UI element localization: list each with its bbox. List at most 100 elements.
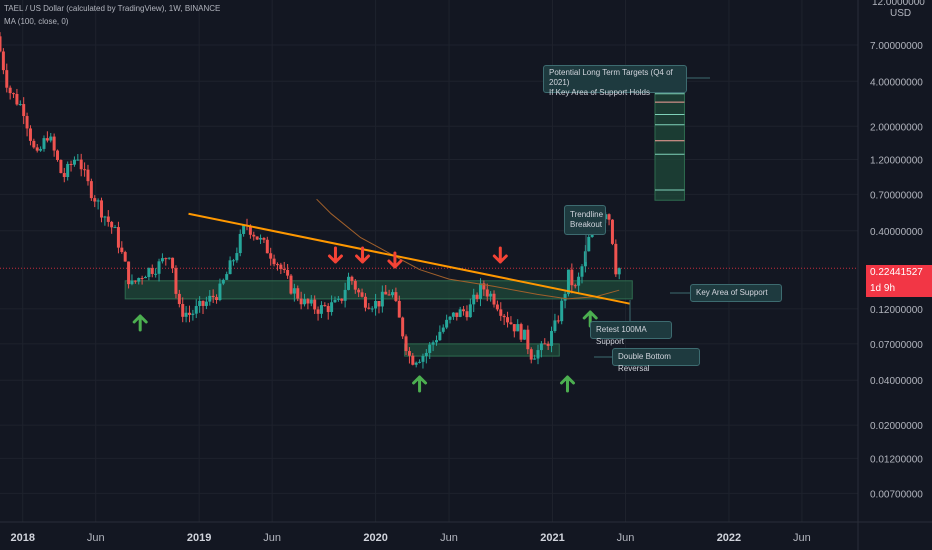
candle-body <box>526 329 530 350</box>
candle-body <box>96 200 100 202</box>
candle-body <box>465 311 469 318</box>
candle-body <box>343 289 347 301</box>
candle-body <box>577 276 581 286</box>
candle-body <box>228 260 232 275</box>
x-tick-label: 2018 <box>10 532 34 544</box>
candle-body <box>587 236 591 252</box>
candle-body <box>424 352 428 357</box>
candle-body <box>160 258 164 262</box>
candle-body <box>191 313 195 315</box>
candle-body <box>147 268 151 277</box>
candle-body <box>137 278 141 282</box>
candle-body <box>478 283 482 299</box>
currency-label: USD <box>890 8 912 19</box>
candle-body <box>411 355 415 365</box>
candle-body <box>607 214 611 220</box>
candle-body <box>397 300 401 318</box>
double-bottom-callout[interactable]: Double Bottom Reversal <box>612 348 700 373</box>
candle-body <box>211 295 215 298</box>
x-tick-label: 2020 <box>363 532 387 544</box>
candle-body <box>123 252 127 262</box>
candle-body <box>306 299 310 304</box>
candle-body <box>485 289 489 297</box>
candle-body <box>56 150 60 161</box>
countdown-tag: 1d 9h <box>866 281 932 297</box>
candle-body <box>451 312 455 317</box>
candle-body <box>614 243 618 275</box>
y-tick-label: 0.12000000 <box>870 305 923 316</box>
retest-callout[interactable]: Retest 100MA Support <box>590 321 672 346</box>
candle-body <box>52 136 56 151</box>
candle-body <box>407 351 411 356</box>
resistance-arrow-down <box>355 246 371 264</box>
trendline-breakout-callout[interactable]: Trendline Breakout <box>564 205 606 235</box>
candle-body <box>560 300 564 322</box>
candle-body <box>617 268 621 275</box>
candle-body <box>441 327 445 332</box>
candle-body <box>333 299 337 303</box>
candle-body <box>45 138 49 141</box>
candle-body <box>269 253 273 259</box>
candle-body <box>583 251 587 267</box>
x-tick-label: Jun <box>617 532 635 544</box>
candle-body <box>428 344 432 353</box>
candle-body <box>218 283 222 301</box>
resistance-arrow-down <box>492 246 508 264</box>
candle-body <box>522 329 526 340</box>
candle-body <box>516 324 520 332</box>
targets-callout-line2: If Key Area of Support Holds <box>549 88 650 97</box>
key-support-callout[interactable]: Key Area of Support <box>690 284 782 302</box>
symbol-title: TAEL / US Dollar (calculated by TradingV… <box>4 4 221 13</box>
candle-body <box>100 200 104 218</box>
candle-body <box>255 236 259 240</box>
candle-body <box>438 331 442 341</box>
candle-body <box>566 269 570 294</box>
candle-body <box>1 51 5 71</box>
candle-body <box>462 309 466 312</box>
candle-body <box>275 264 279 266</box>
y-tick-label: 0.00700000 <box>870 489 923 500</box>
candle-body <box>116 227 120 248</box>
candle-body <box>143 276 147 279</box>
candle-body <box>380 291 384 307</box>
candle-body <box>299 298 303 305</box>
x-tick-label: 2022 <box>717 532 741 544</box>
candle-body <box>421 356 425 362</box>
candle-body <box>404 336 408 352</box>
candle-body <box>76 159 80 161</box>
candle-body <box>5 70 9 88</box>
candle-body <box>154 273 158 275</box>
candle-body <box>204 301 208 306</box>
x-tick-label: Jun <box>263 532 281 544</box>
y-tick-label: 0.70000000 <box>870 190 923 201</box>
candle-body <box>431 342 435 345</box>
candle-body <box>495 304 499 310</box>
candle-body <box>347 276 351 290</box>
candle-body <box>79 159 83 170</box>
support-arrow-up <box>132 314 148 332</box>
candle-body <box>363 296 367 308</box>
candle-body <box>28 128 32 141</box>
candle-body <box>110 221 114 228</box>
candle-body <box>550 331 554 346</box>
candle-body <box>208 295 212 302</box>
candle-body <box>330 302 334 313</box>
candle-body <box>506 317 510 323</box>
candle-body <box>201 300 205 306</box>
targets-callout[interactable]: Potential Long Term Targets (Q4 of 2021)… <box>543 65 687 97</box>
indicator-title: MA (100, close, 0) <box>4 17 69 26</box>
candle-body <box>282 268 286 270</box>
candle-body <box>231 260 235 262</box>
candle-body <box>509 322 513 325</box>
candle-body <box>519 324 523 340</box>
candle-body <box>39 148 43 151</box>
last-price-tag: 0.22441527 <box>866 265 932 281</box>
trendline-callout-line2: Breakout <box>570 220 603 229</box>
candle-body <box>563 293 567 301</box>
y-tick-label: 0.01200000 <box>870 454 923 465</box>
candle-body <box>319 305 323 314</box>
candle-body <box>248 225 252 235</box>
candle-body <box>184 312 188 317</box>
